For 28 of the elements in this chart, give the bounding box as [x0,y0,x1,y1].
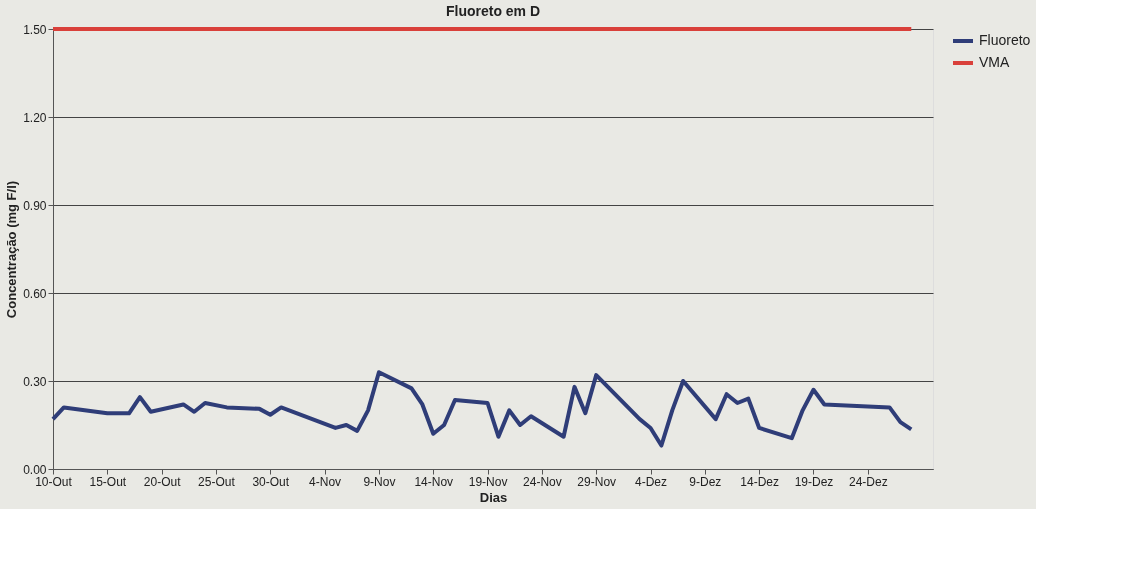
x-tick-label: 10-Out [35,474,73,489]
legend-label: VMA [979,54,1010,70]
x-tick-label: 25-Out [198,474,236,489]
x-tick-label: 4-Nov [309,474,342,489]
y-tick-label: 0.60 [23,286,47,301]
x-tick-label: 14-Dez [740,474,780,489]
y-tick-label: 0.00 [23,462,47,477]
y-tick-label: 1.50 [23,22,47,37]
x-axis-title: Dias [479,489,508,505]
x-tick-label: 14-Nov [414,474,454,489]
x-tick-label: 30-Out [252,474,290,489]
x-tick-label: 19-Nov [468,474,508,489]
x-tick-label: 19-Dez [794,474,834,489]
y-tick-label: 1.20 [23,110,47,125]
x-tick-label: 9-Nov [363,474,396,489]
y-axis-title: Concentração (mg F/l) [4,180,20,319]
x-tick-label: 24-Dez [848,474,888,489]
x-tick-label: 15-Out [89,474,127,489]
x-tick-label: 20-Out [143,474,182,489]
chart-title: Fluoreto em D [445,3,541,19]
y-tick-label: 0.90 [23,198,47,213]
line-series [51,370,914,448]
x-tick-label: 29-Nov [577,474,617,489]
legend-label: Fluoreto [979,32,1031,48]
x-tick-label: 24-Nov [523,474,562,489]
x-tick-label: 4-Dez [635,474,668,489]
y-tick-label: 0.30 [23,374,47,389]
x-tick-label: 9-Dez [689,474,722,489]
